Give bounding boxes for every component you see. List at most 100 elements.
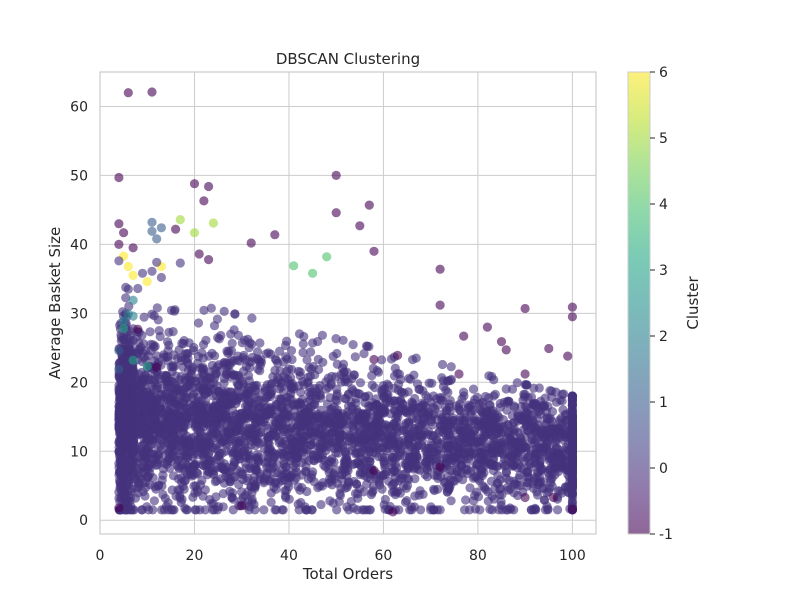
dense-point	[270, 354, 280, 364]
dense-point	[446, 496, 456, 506]
dense-point	[334, 497, 344, 507]
dense-point	[123, 472, 133, 482]
dense-point	[332, 396, 342, 406]
dense-point	[360, 409, 370, 419]
dense-point	[533, 467, 543, 478]
dense-point	[186, 447, 196, 457]
data-point-4	[331, 170, 341, 180]
dense-point	[433, 473, 443, 483]
dense-point	[351, 388, 361, 398]
dense-point	[254, 430, 264, 440]
dense-point	[446, 362, 456, 372]
dense-point	[198, 362, 208, 372]
dense-point	[225, 477, 235, 487]
dense-point	[186, 376, 196, 386]
dense-point	[253, 364, 263, 374]
dense-point	[467, 450, 477, 460]
dense-point	[503, 505, 513, 515]
data-point-14	[567, 302, 578, 312]
dense-point	[533, 490, 543, 500]
dense-point	[338, 335, 348, 345]
dense-point	[400, 469, 410, 479]
dense-point	[247, 494, 257, 505]
dense-point	[275, 366, 285, 376]
dense-point	[123, 501, 133, 511]
dense-point	[528, 399, 538, 409]
dense-point	[486, 448, 496, 458]
dense-point	[219, 306, 229, 316]
dense-point	[168, 327, 178, 337]
dense-point	[126, 374, 136, 384]
dense-point	[449, 453, 459, 463]
dense-point	[154, 326, 164, 336]
dense-point	[207, 456, 217, 466]
dense-point	[137, 397, 147, 407]
dense-point	[205, 495, 215, 505]
dense-point	[548, 453, 558, 463]
dense-point	[173, 462, 183, 472]
dense-point	[547, 407, 558, 417]
dense-point	[273, 468, 283, 478]
dense-point	[218, 502, 228, 512]
dense-point	[313, 336, 323, 347]
dense-point	[562, 415, 572, 425]
dense-point	[164, 447, 174, 457]
dense-point	[318, 478, 328, 488]
dense-point	[478, 397, 488, 407]
dense-point	[188, 345, 198, 356]
dense-point	[526, 505, 537, 515]
dense-point	[504, 396, 514, 406]
dense-point	[297, 483, 307, 493]
data-point-41	[175, 258, 185, 268]
dense-point	[221, 400, 231, 410]
colorbar-tick-label-0: -1	[659, 527, 673, 543]
dense-point	[443, 376, 453, 386]
dense-point	[473, 421, 483, 431]
dense-point	[389, 396, 399, 406]
data-point-10	[270, 230, 280, 240]
dense-point	[270, 416, 280, 426]
dense-point	[212, 314, 222, 324]
dense-point	[139, 312, 149, 322]
dense-point	[249, 472, 259, 482]
dense-point	[368, 363, 378, 373]
dense-point	[422, 472, 432, 482]
dense-point	[512, 378, 522, 388]
dense-cluster-points	[114, 282, 578, 515]
dense-point	[374, 416, 384, 426]
dense-point	[273, 375, 284, 385]
dense-point	[255, 416, 265, 426]
dense-point	[233, 454, 244, 464]
dense-point	[380, 504, 390, 514]
dense-point	[377, 388, 387, 398]
dense-point	[502, 405, 512, 415]
dense-point	[421, 461, 432, 471]
dense-point	[547, 468, 557, 479]
dense-point	[389, 405, 399, 415]
dense-point	[348, 503, 358, 513]
dense-point	[521, 380, 532, 390]
x-tick-label-0: 0	[96, 548, 105, 564]
dense-point	[286, 379, 296, 389]
dense-point	[180, 476, 190, 486]
dense-point	[365, 505, 375, 515]
dense-point	[355, 484, 365, 494]
data-point-57	[133, 324, 143, 334]
dense-point	[317, 330, 327, 340]
dense-point	[277, 505, 287, 515]
dense-point	[343, 390, 354, 400]
dense-point	[544, 424, 554, 435]
data-point-28	[175, 215, 185, 225]
dense-point	[297, 419, 307, 429]
dense-point	[153, 410, 163, 420]
dense-point	[118, 393, 129, 403]
colorbar-ticks: -1 0 1 2 3 4 5 6	[650, 65, 673, 543]
dense-point	[410, 393, 420, 404]
dense-point	[518, 452, 528, 462]
dense-point	[214, 334, 224, 344]
dense-point	[513, 409, 523, 419]
dense-point	[166, 376, 176, 387]
data-point-0	[123, 88, 133, 98]
colorbar-tick-label-5: 4	[659, 197, 668, 213]
data-point-2	[189, 179, 200, 189]
